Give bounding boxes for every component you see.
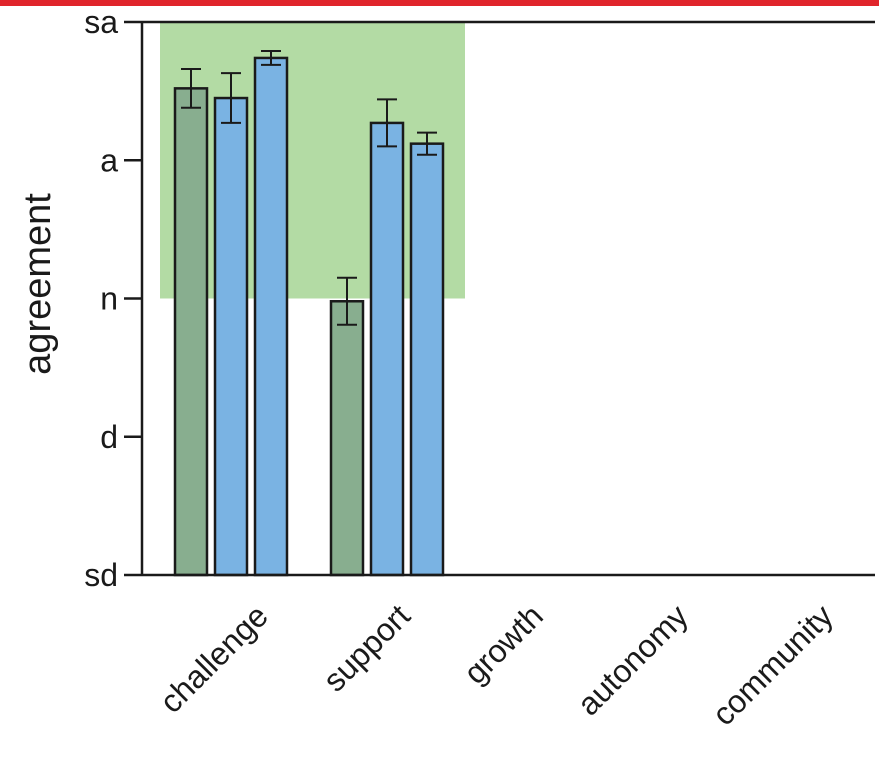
bar-challenge-1 — [173, 87, 209, 577]
y-tick-label-d: d — [100, 419, 118, 455]
y-tick-label-n: n — [100, 281, 118, 317]
x-category-label-support: support — [316, 597, 417, 698]
bars-layer — [173, 50, 445, 577]
x-category-label-challenge: challenge — [153, 597, 275, 719]
y-tick-label-sd: sd — [84, 557, 118, 593]
y-axis-title: agreement — [17, 193, 59, 375]
bar-challenge-2 — [213, 96, 249, 577]
error-bar-support-1 — [337, 276, 357, 326]
bar-support-2 — [369, 121, 405, 577]
error-bar-support-3 — [417, 131, 437, 156]
y-tick-label-sa: sa — [84, 4, 118, 40]
x-category-label-autonomy: autonomy — [570, 597, 695, 722]
bar-support-3 — [409, 142, 445, 577]
y-tick-label-a: a — [100, 142, 118, 178]
x-category-label-growth: growth — [457, 597, 550, 690]
bar-support-1 — [329, 300, 365, 577]
axes-layer — [124, 20, 875, 577]
error-bar-challenge-3 — [261, 50, 281, 66]
bar-challenge-3 — [253, 56, 289, 577]
error-bar-challenge-1 — [181, 68, 201, 109]
error-bar-support-2 — [377, 98, 397, 148]
top-accent-bar — [0, 0, 879, 6]
x-category-label-community: community — [705, 597, 840, 732]
error-bar-challenge-2 — [221, 72, 241, 124]
